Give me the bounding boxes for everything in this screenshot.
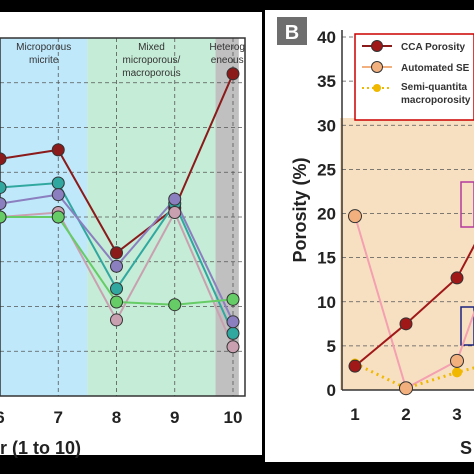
panel-a-point-4-3 — [168, 298, 182, 312]
legend-entry-semi: Semi-quantita — [401, 82, 468, 93]
panel-b-badge — [277, 17, 307, 45]
panel-b-point-automated-2 — [450, 353, 464, 368]
panel-a: Microporous micrite Mixed microporous/macro… — [0, 12, 262, 458]
panel-a-point-1-0 — [0, 180, 7, 194]
panel-b-x-axis-title: S — [460, 438, 472, 458]
panel-a-point-1-2 — [110, 282, 123, 296]
panel-a-point-2-0 — [0, 197, 7, 211]
panel-b-y-tick-label: 35 — [317, 72, 336, 91]
panel-b-y-tick-label: 40 — [317, 28, 336, 47]
panel-b-y-tick-label: 25 — [317, 160, 336, 179]
panel-a-point-2-2 — [110, 259, 123, 273]
panel-a-point-0-0 — [0, 152, 7, 166]
legend-marker-cca — [371, 40, 383, 52]
panel-a-zone-label: Mixed — [138, 42, 165, 53]
panel-a-point-2-4 — [226, 315, 240, 329]
panel-a-x-tick-label: 10 — [224, 408, 243, 427]
panel-a-point-2-1 — [51, 188, 65, 202]
panel-b-series-line-semi — [354, 362, 474, 390]
panel-a-zone-label: eneous — [211, 55, 244, 66]
panel-a-plot-frame — [0, 37, 246, 397]
legend-entry-semi-line2: macroporosity — [401, 95, 471, 106]
panel-b-y-tick-label: 15 — [317, 249, 336, 268]
panel-a-point-0-2 — [110, 246, 123, 260]
panel-b-blue-box — [460, 306, 474, 346]
panel-b-series-line-cca — [354, 243, 474, 367]
panel-a-point-4-0 — [0, 210, 7, 224]
panel-b-y-axis-title: Porosity (%) — [290, 157, 310, 262]
panel-a-zone-label: Heterog — [209, 42, 245, 53]
panel-b-badge-label: B — [285, 22, 299, 44]
panel-a-point-3-4 — [226, 340, 240, 354]
panel-b-point-cca-2 — [450, 271, 464, 285]
panel-a-x-tick-label: 6 — [0, 408, 5, 427]
panel-b-y-tick-label: 30 — [317, 116, 336, 135]
panel-a-zone-label: micrite — [29, 55, 59, 66]
panel-a-point-1-1 — [51, 176, 65, 190]
panel-a-point-3-3 — [168, 206, 182, 220]
legend-entry-automated: Automated SE — [401, 63, 470, 74]
panel-b-x-tick-label: 2 — [401, 405, 410, 424]
panel-b-point-cca-0 — [348, 359, 362, 373]
panel-b-y-tick-label: 5 — [327, 337, 336, 356]
panel-b-legend: CCA Porosity Automated SE Semi-quantita … — [354, 33, 474, 121]
panel-b-point-semi-2 — [452, 367, 462, 378]
panel-b-magenta-box — [460, 181, 474, 228]
panel-a-zone-label: microporous/ — [123, 55, 181, 66]
panel-b-shaded-region — [340, 118, 474, 390]
panel-a-point-2-3 — [168, 192, 182, 206]
panel-a-point-0-1 — [51, 143, 65, 157]
panel-a-point-4-2 — [110, 295, 123, 309]
legend-entry-cca: CCA Porosity — [401, 42, 466, 53]
panel-a-point-4-1 — [51, 210, 65, 224]
panel-a-zone-label: macroporous — [122, 68, 180, 79]
panel-b: B 0 5 10 15 20 25 30 35 40 Porosity (%) 1 2 3 S CC… — [265, 10, 474, 462]
panel-a-point-4-4 — [226, 292, 240, 306]
panel-a-x-axis-title: r (1 to 10) — [0, 438, 81, 458]
panel-b-point-cca-1 — [399, 317, 413, 331]
panel-a-x-tick-label: 8 — [112, 408, 121, 427]
panel-b-series-line-automated — [354, 215, 474, 390]
panel-a-x-tick-label: 7 — [54, 408, 63, 427]
panel-a-point-1-4 — [226, 326, 240, 340]
panel-b-y-tick-label: 0 — [327, 381, 336, 400]
panel-b-y-tick-label: 20 — [317, 205, 336, 224]
panel-b-x-tick-label: 3 — [452, 405, 461, 424]
panel-b-x-tick-label: 1 — [350, 405, 359, 424]
panel-b-point-automated-0 — [348, 209, 362, 224]
legend-marker-automated — [371, 61, 383, 73]
panel-a-zone-label: Microporous — [16, 42, 71, 53]
panel-a-x-tick-label: 9 — [170, 408, 179, 427]
panel-a-point-3-2 — [110, 313, 123, 327]
legend-marker-semi — [373, 84, 381, 92]
panel-a-point-0-4 — [226, 67, 240, 81]
panel-b-y-tick-label: 10 — [317, 293, 336, 312]
panel-b-point-automated-1 — [399, 381, 413, 396]
